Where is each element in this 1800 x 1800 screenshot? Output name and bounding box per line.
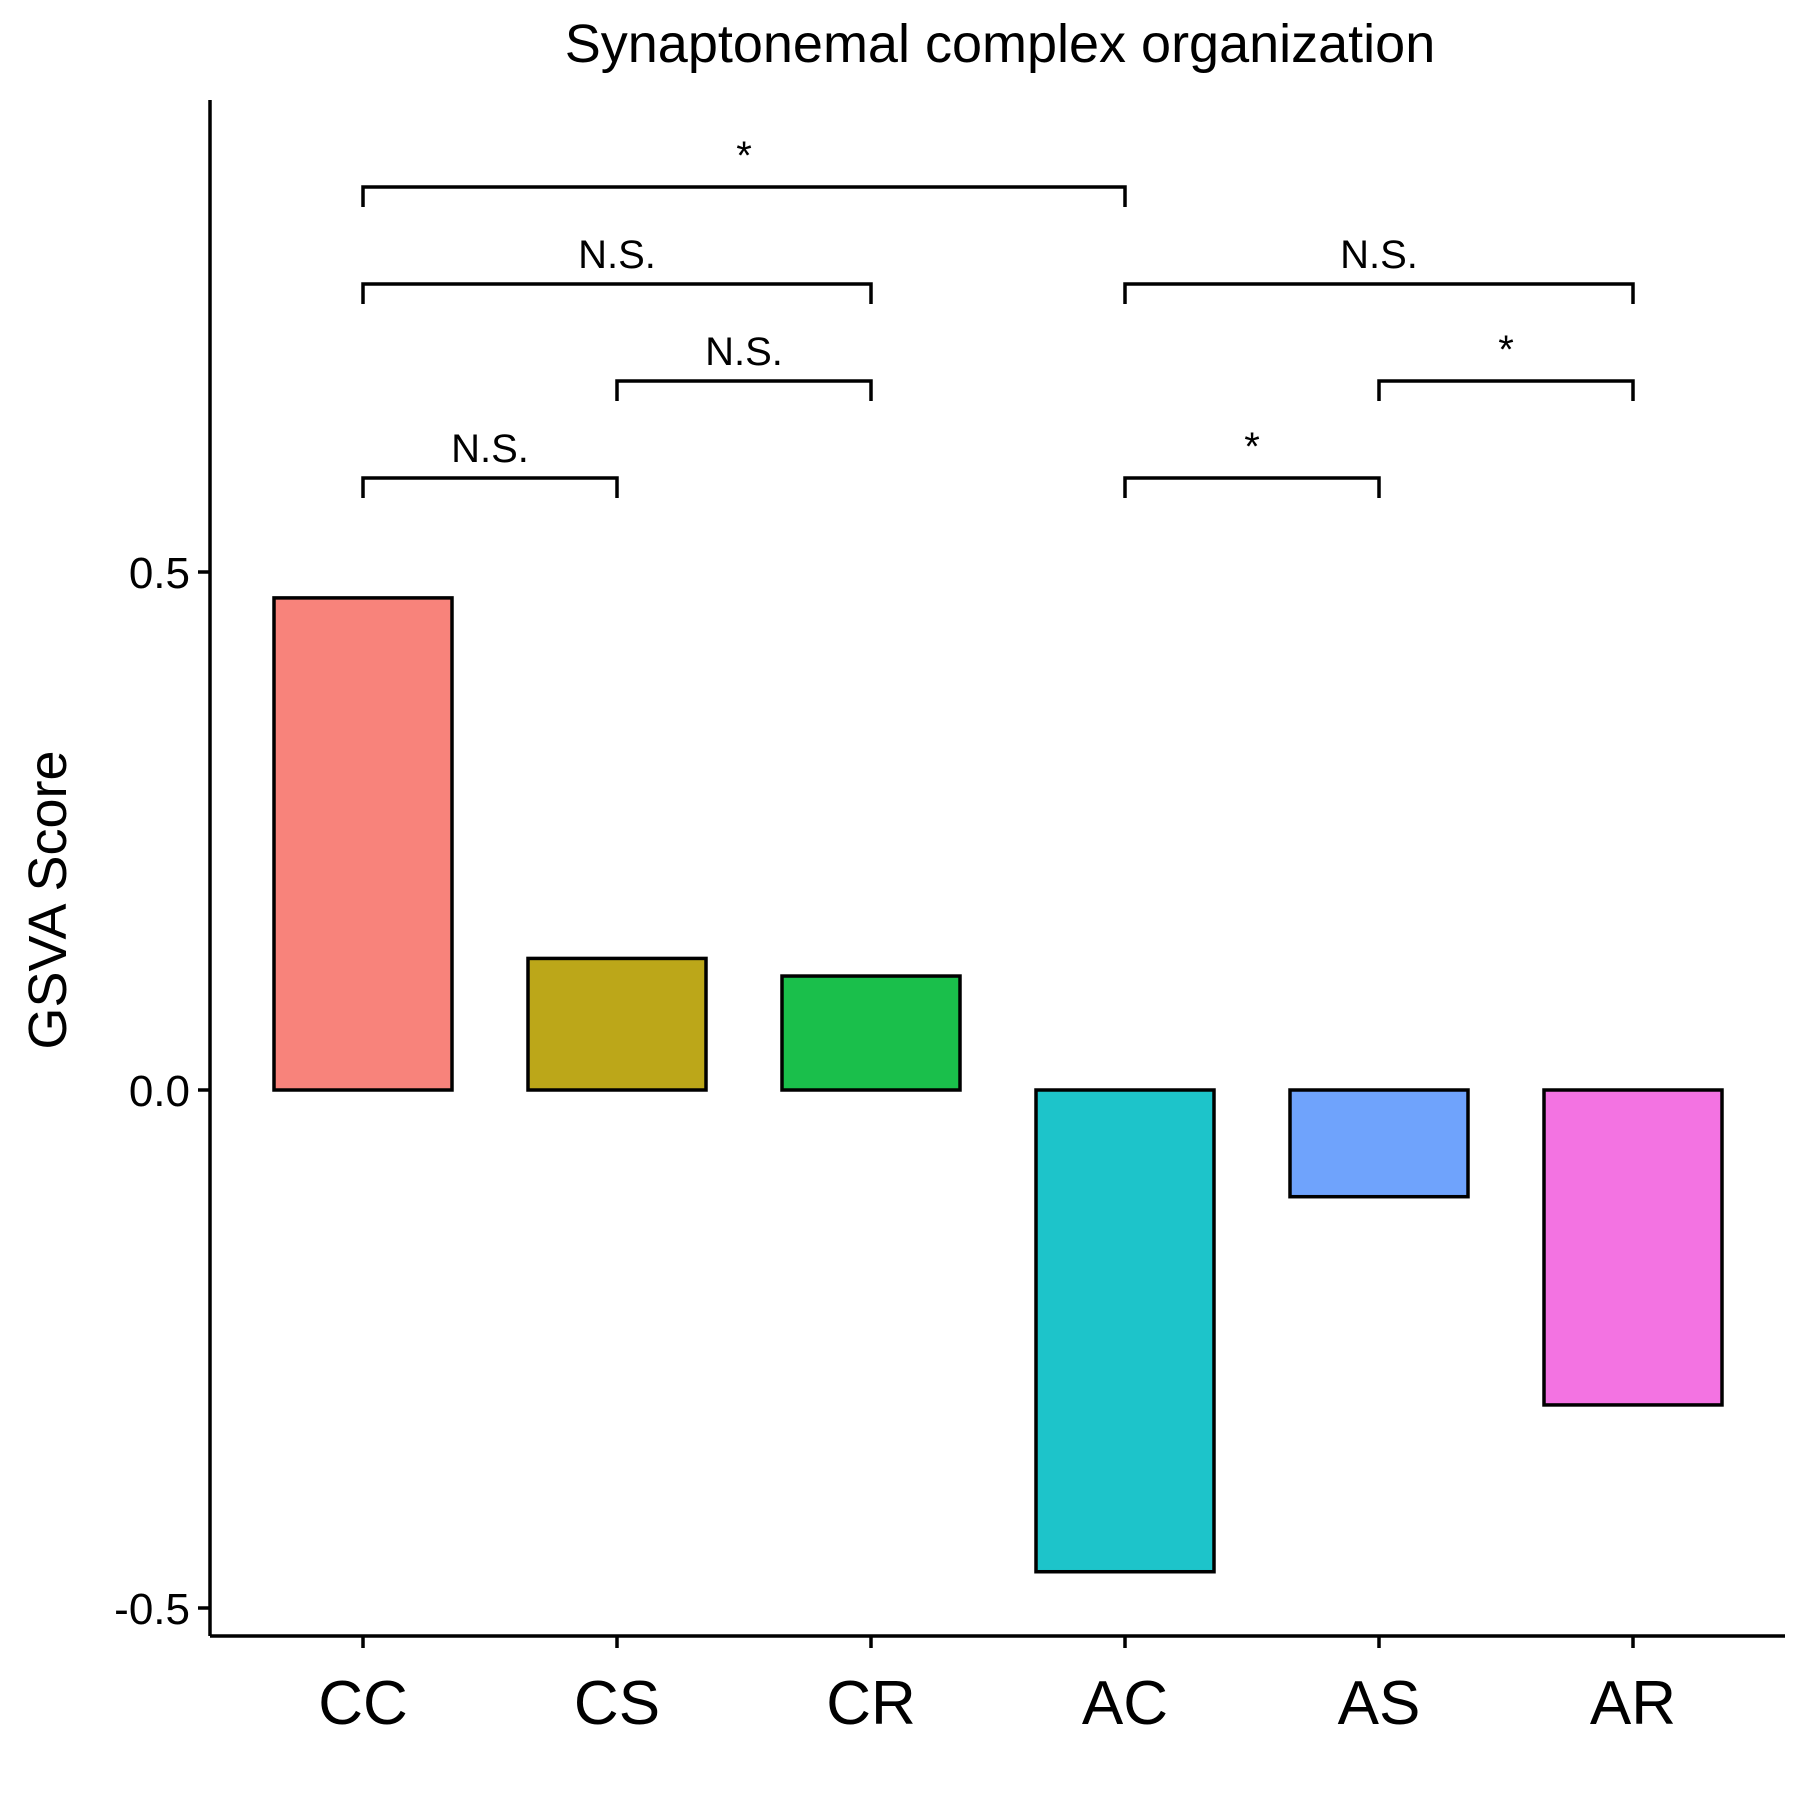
chart-title: Synaptonemal complex organization [565,14,1436,74]
bars-layer [272,596,1724,1574]
bar-ar [1542,1088,1724,1407]
y-tick-label: 0.0 [129,1067,190,1116]
comparison-bracket [1377,379,1635,401]
comparison-bracket [1123,476,1381,498]
significance-label: N.S. [451,427,529,471]
significance-label: * [1498,328,1514,372]
significance-label: N.S. [578,233,656,277]
significance-label: N.S. [705,330,783,374]
x-tick-label: CR [826,1669,916,1738]
y-axis-title: GSVA Score [18,750,78,1049]
y-tick-label: -0.5 [114,1585,190,1634]
x-tick-label: CC [318,1669,408,1738]
significance-label: N.S. [1340,233,1418,277]
comparison-bracket [1123,282,1635,304]
x-tick-label: AC [1082,1669,1168,1738]
comparison-bracket [615,379,873,401]
x-tick-label: AS [1338,1669,1421,1738]
comparison-bracket [361,476,619,498]
comparison-bracket [361,282,873,304]
bar-cr [780,974,962,1092]
bar-cs [526,956,708,1092]
significance-label: * [1244,425,1260,469]
comparison-brackets: N.S. N.S. N.S. * * * N.S. [361,134,1635,498]
bar-ac [1034,1088,1216,1574]
y-tick-label: 0.5 [129,549,190,598]
x-tick-label: AR [1590,1669,1676,1738]
bar-as [1288,1088,1470,1199]
axes-layer: -0.5 0.0 0.5 CC CS CR AC AS AR [114,100,1785,1738]
comparison-bracket [361,185,1127,207]
bar-cc [272,596,454,1092]
significance-label: * [736,134,752,178]
x-tick-label: CS [574,1669,660,1738]
